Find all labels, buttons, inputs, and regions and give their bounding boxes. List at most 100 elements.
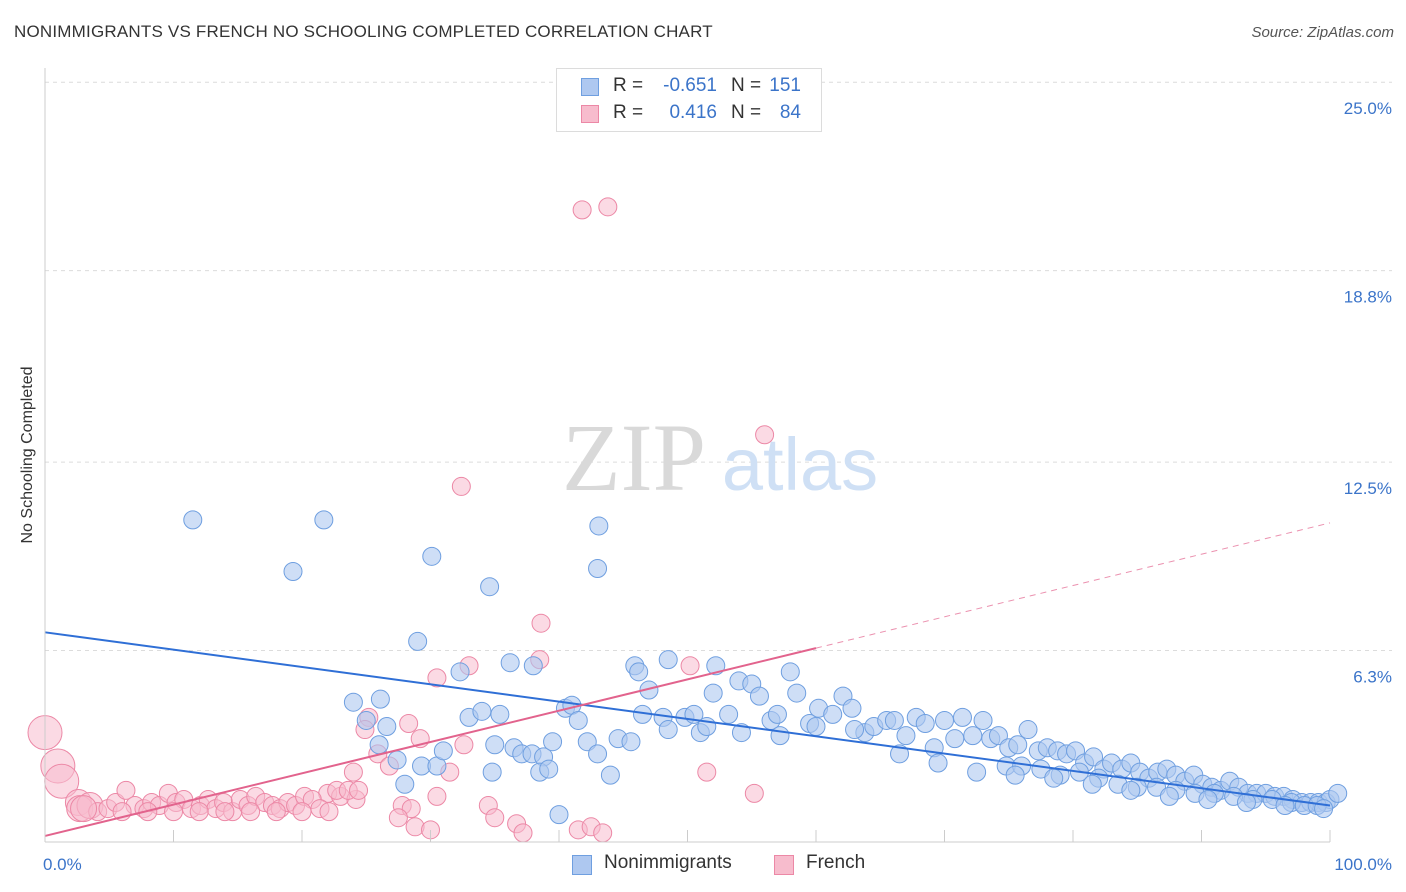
nonimmigrants-point — [731, 723, 751, 743]
french-legend-swatch — [774, 855, 794, 875]
nonimmigrants-point — [845, 720, 865, 740]
nonimmigrants-point — [183, 510, 203, 530]
nonimmigrants-point — [523, 656, 543, 676]
n-value: 84 — [779, 102, 801, 123]
nonimmigrants-point — [369, 735, 389, 755]
r-label: R = — [613, 102, 644, 123]
nonimmigrants-point — [1018, 720, 1038, 740]
french-points — [27, 197, 775, 843]
r-label: R = — [613, 75, 644, 96]
nonimmigrants-point — [377, 717, 397, 737]
nonimmigrants-point — [658, 720, 678, 740]
nonimmigrants-point — [1314, 799, 1334, 819]
french-point — [401, 799, 421, 819]
nonimmigrants-point — [629, 662, 649, 682]
nonimmigrants-point — [370, 689, 390, 709]
nonimmigrants-point — [1198, 789, 1218, 809]
nonimmigrants-point — [485, 735, 505, 755]
nonimmigrants-point — [1121, 780, 1141, 800]
nonimmigrants-point — [314, 510, 334, 530]
nonimmigrants-point — [988, 726, 1008, 746]
axes: 0.0% 100.0% — [43, 68, 1392, 874]
nonimmigrants-point — [450, 662, 470, 682]
nonimmigrants-point — [963, 726, 983, 746]
nonimmigrants-point — [472, 701, 492, 721]
gridlines: 6.3% 12.5% 18.8% 25.0% — [45, 81, 1392, 687]
french-point — [319, 802, 339, 822]
nonimmigrants-point — [395, 774, 415, 794]
nonimmigrants-point — [500, 653, 520, 673]
french-point — [70, 795, 98, 823]
french-point — [399, 713, 419, 733]
chart-title: NONIMMIGRANTS VS FRENCH NO SCHOOLING COM… — [14, 22, 713, 41]
nonimmigrants-point — [767, 704, 787, 724]
nonimmigrants-legend-swatch — [572, 855, 592, 875]
french-point — [405, 817, 425, 837]
french-point — [116, 780, 136, 800]
nonimmigrants-point — [806, 717, 826, 737]
french-point — [744, 783, 764, 803]
source-label: Source: ZipAtlas.com — [1251, 24, 1394, 41]
legend: Nonimmigrants French — [0, 852, 1406, 878]
nonimmigrants-point — [490, 704, 510, 724]
nonimmigrants-point — [1159, 786, 1179, 806]
nonimmigrants-point — [703, 683, 723, 703]
french-point — [164, 802, 183, 822]
nonimmigrants-point — [967, 762, 987, 782]
nonimmigrants-point — [408, 631, 428, 651]
trend-lines — [44, 522, 1331, 837]
nonimmigrants-swatch — [581, 78, 599, 96]
nonimmigrants-point — [658, 650, 678, 670]
watermark-atlas: atlas — [722, 423, 878, 506]
nonimmigrants-point — [945, 729, 965, 749]
nonimmigrants-point — [589, 516, 609, 536]
french-point — [598, 197, 618, 217]
nonimmigrants-point — [884, 710, 904, 730]
watermark: ZIP atlas — [562, 404, 878, 511]
nonimmigrants-point — [1328, 783, 1348, 803]
x-tick-label: 100.0% — [1334, 855, 1392, 874]
french-point — [593, 823, 613, 843]
nonimmigrants-point — [706, 656, 726, 676]
nonimmigrants-point — [422, 546, 442, 566]
nonimmigrants-point — [890, 744, 910, 764]
nonimmigrants-point — [480, 577, 500, 597]
nonimmigrants-point — [343, 692, 363, 712]
nonimmigrants-point — [973, 710, 993, 730]
french-point — [513, 823, 533, 843]
nonimmigrants-point — [928, 753, 948, 773]
nonimmigrants-point — [935, 710, 954, 730]
y-tick-label: 25.0% — [1344, 99, 1392, 118]
r-value: 0.416 — [669, 102, 717, 123]
stats-box: R = -0.651 N = 151 R = 0.416 N = 84 — [556, 68, 822, 132]
nonimmigrants-point — [539, 759, 559, 779]
nonimmigrants-point — [1031, 759, 1051, 779]
nonimmigrants-point — [433, 741, 453, 761]
french-point — [572, 200, 592, 220]
nonimmigrants-point — [749, 686, 769, 706]
french-point — [451, 476, 471, 496]
nonimmigrants-point — [915, 713, 935, 733]
nonimmigrants-point — [588, 744, 608, 764]
nonimmigrants-point — [568, 710, 588, 730]
nonimmigrants-point — [600, 765, 620, 785]
x-tick-label: 0.0% — [43, 855, 82, 874]
n-label: N = — [731, 102, 762, 123]
nonimmigrants-point — [621, 732, 641, 752]
y-tick-label: 6.3% — [1353, 668, 1392, 687]
y-tick-label: 18.8% — [1344, 288, 1392, 307]
french-point — [343, 762, 363, 782]
nonimmigrants-point — [1044, 768, 1064, 788]
french-point — [349, 780, 369, 800]
french-swatch — [581, 105, 599, 123]
french-point — [388, 808, 408, 828]
nonimmigrants-point — [896, 726, 916, 746]
nonimmigrants-point — [1008, 735, 1028, 755]
n-value: 151 — [769, 75, 801, 96]
french-point — [485, 808, 505, 828]
french-point — [454, 735, 474, 755]
n-label: N = — [731, 75, 762, 96]
nonimmigrants-point — [770, 726, 790, 746]
nonimmigrants-point — [543, 732, 563, 752]
